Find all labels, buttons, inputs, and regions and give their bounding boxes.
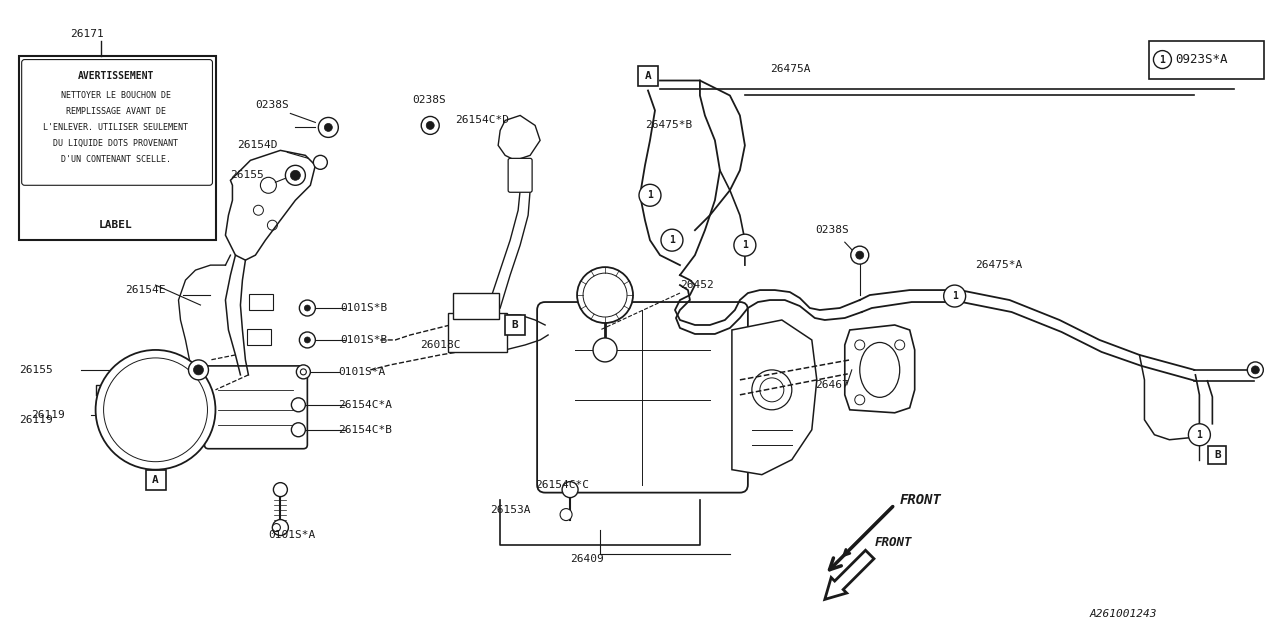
Circle shape [274,483,288,497]
Text: 26154C*A: 26154C*A [338,400,393,410]
Bar [506,315,525,335]
Circle shape [314,156,328,170]
Text: 26452: 26452 [680,280,714,290]
Text: LABEL: LABEL [99,220,132,230]
Circle shape [324,124,333,131]
Circle shape [292,423,306,436]
Circle shape [319,118,338,138]
Text: D'UN CONTENANT SCELLE.: D'UN CONTENANT SCELLE. [60,155,170,164]
Text: NETTOYER LE BOUCHON DE: NETTOYER LE BOUCHON DE [60,91,170,100]
Circle shape [1247,362,1263,378]
Text: 0238S: 0238S [412,95,445,106]
Circle shape [577,267,634,323]
Circle shape [562,482,579,498]
Text: 26475*A: 26475*A [974,260,1021,270]
Text: 0238S: 0238S [815,225,849,235]
Circle shape [305,337,310,343]
FancyBboxPatch shape [247,329,271,345]
Circle shape [1153,51,1171,68]
Circle shape [188,360,209,380]
Text: A: A [645,70,652,81]
Text: 26018C: 26018C [420,340,461,350]
Circle shape [193,365,204,375]
FancyBboxPatch shape [508,158,532,192]
Text: 26475A: 26475A [769,63,810,74]
Polygon shape [225,150,315,260]
Circle shape [96,350,215,470]
Bar [1208,445,1226,464]
Circle shape [291,170,301,180]
Text: 26154C*C: 26154C*C [535,479,589,490]
Text: FRONT: FRONT [900,493,942,507]
Text: 1: 1 [1197,429,1202,440]
Text: 26119: 26119 [19,415,52,425]
Text: B: B [512,320,518,330]
Text: 0101S*B: 0101S*B [340,335,388,345]
Text: 26154C*B: 26154C*B [338,425,393,435]
Text: 1: 1 [742,240,748,250]
Text: 26475*B: 26475*B [645,120,692,131]
FancyBboxPatch shape [538,302,748,493]
Text: 26153A: 26153A [490,504,531,515]
Circle shape [285,165,306,186]
Circle shape [593,338,617,362]
Text: DU LIQUIDE DOTS PROVENANT: DU LIQUIDE DOTS PROVENANT [52,139,178,148]
Circle shape [292,398,306,412]
Circle shape [297,365,310,379]
Text: 1: 1 [952,291,957,301]
Text: 0101S*A: 0101S*A [338,367,385,377]
Text: 26171: 26171 [70,29,105,38]
Text: 26154C*D: 26154C*D [456,115,509,125]
Circle shape [305,305,310,311]
Bar [1149,40,1265,79]
Polygon shape [845,325,915,413]
Text: 0101S*B: 0101S*B [340,303,388,313]
Polygon shape [732,320,817,475]
Text: 26155: 26155 [19,365,52,375]
Text: FRONT: FRONT [874,536,913,549]
Circle shape [943,285,965,307]
Polygon shape [498,115,540,161]
Circle shape [561,509,572,520]
Circle shape [1252,366,1260,374]
Circle shape [1188,424,1211,445]
Text: REMPLISSAGE AVANT DE: REMPLISSAGE AVANT DE [65,107,165,116]
Text: A: A [152,475,159,484]
Text: B: B [1213,450,1221,460]
Circle shape [300,300,315,316]
Text: 0238S: 0238S [256,100,289,111]
Text: 0101S*A: 0101S*A [269,529,316,540]
FancyBboxPatch shape [448,313,507,352]
Text: 26154E: 26154E [125,285,166,295]
Circle shape [851,246,869,264]
Circle shape [273,524,280,532]
Text: 26154D: 26154D [237,140,278,150]
Circle shape [660,229,684,251]
FancyBboxPatch shape [205,366,307,449]
Circle shape [421,116,439,134]
Text: 26155: 26155 [230,170,264,180]
Bar [637,65,658,86]
Circle shape [639,184,660,206]
Text: 26409: 26409 [570,554,604,564]
Text: A261001243: A261001243 [1089,609,1157,620]
Text: 1: 1 [669,235,675,245]
Circle shape [733,234,756,256]
Circle shape [426,122,434,129]
Text: 1: 1 [648,190,653,200]
Text: 0923S*A: 0923S*A [1175,53,1228,66]
Text: 26467: 26467 [815,380,849,390]
Text: 1: 1 [1160,54,1165,65]
FancyBboxPatch shape [250,294,274,310]
Bar [19,56,216,240]
Text: AVERTISSEMENT: AVERTISSEMENT [77,70,154,81]
Circle shape [273,520,288,536]
Circle shape [856,251,864,259]
Circle shape [300,332,315,348]
Bar [146,470,165,490]
Text: 26119: 26119 [31,410,64,420]
Text: L'ENLEVER. UTILISER SEULEMENT: L'ENLEVER. UTILISER SEULEMENT [44,123,188,132]
FancyBboxPatch shape [453,293,499,319]
